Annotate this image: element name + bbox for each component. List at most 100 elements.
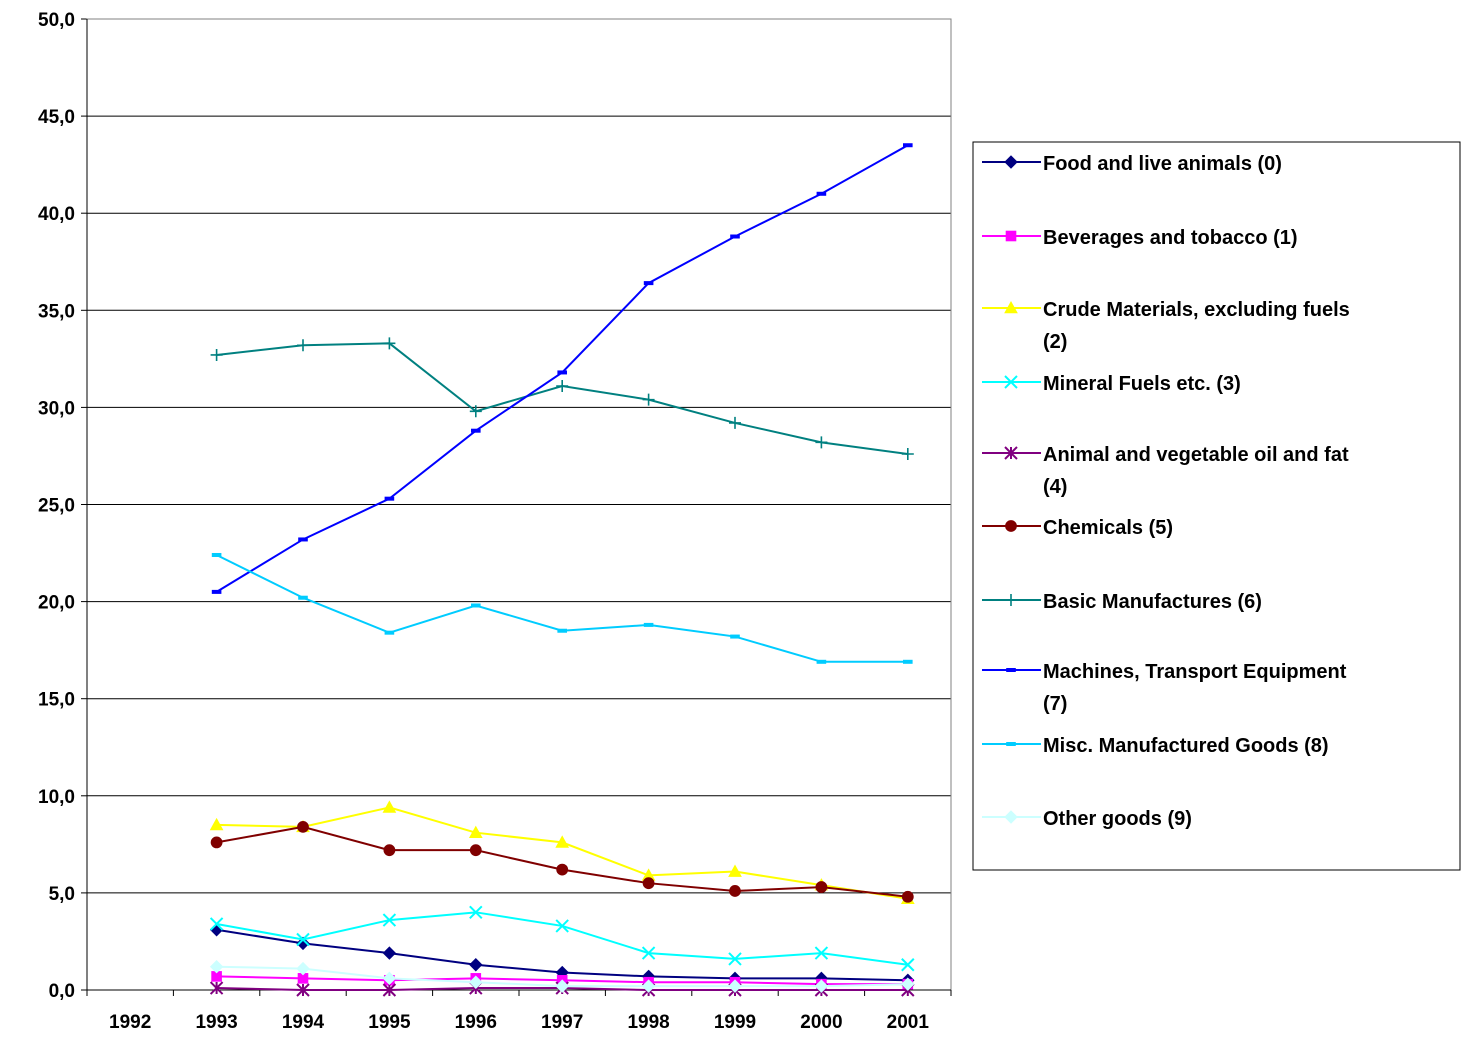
data-point	[298, 595, 308, 600]
legend-swatch-marker	[1006, 742, 1016, 746]
x-tick-label: 2001	[887, 1012, 930, 1033]
data-point	[728, 952, 742, 966]
data-point	[296, 961, 310, 976]
legend-swatch-marker	[1005, 230, 1017, 242]
legend-label: Chemicals (5)	[1043, 517, 1173, 539]
x-tick-label: 1998	[627, 1012, 669, 1033]
legend-label: (2)	[1043, 331, 1067, 353]
data-point	[903, 659, 913, 664]
legend-swatch-marker	[1004, 375, 1018, 389]
legend-label: Beverages and tobacco (1)	[1043, 227, 1298, 249]
series-line-2	[216, 806, 908, 900]
data-point	[730, 634, 740, 639]
series-line-7	[216, 144, 909, 593]
y-tick-label: 50,0	[38, 10, 75, 31]
data-point	[383, 844, 396, 857]
data-point	[901, 977, 915, 991]
data-point	[209, 981, 224, 995]
data-point	[814, 979, 829, 993]
x-tick-label: 2000	[800, 1012, 842, 1033]
data-point	[383, 337, 396, 350]
data-point	[557, 628, 567, 633]
y-tick-label: 25,0	[38, 496, 75, 517]
series-line-8	[216, 554, 908, 663]
data-point	[643, 281, 654, 286]
data-point	[643, 622, 654, 627]
data-point	[382, 800, 397, 813]
y-tick-label: 30,0	[38, 398, 75, 419]
data-point	[555, 919, 569, 933]
data-point	[557, 370, 567, 375]
data-point	[469, 844, 482, 857]
data-point	[382, 913, 397, 927]
data-point	[382, 983, 397, 997]
data-point	[729, 885, 741, 897]
data-point	[556, 863, 569, 876]
data-point	[730, 234, 740, 239]
data-point	[209, 959, 224, 974]
data-point	[296, 936, 310, 951]
data-point	[297, 820, 309, 833]
y-tick-label: 40,0	[38, 204, 75, 225]
data-point	[469, 958, 483, 972]
legend-swatch-marker	[1005, 520, 1017, 532]
data-point	[209, 917, 224, 931]
data-point	[816, 659, 827, 664]
data-point	[211, 552, 222, 557]
data-point	[471, 428, 481, 433]
legend-label: Basic Manufactures (6)	[1043, 591, 1262, 613]
legend-label: Mineral Fuels etc. (3)	[1043, 373, 1241, 395]
legend-label: Food and live animals (0)	[1043, 153, 1282, 175]
y-tick-label: 0,0	[49, 981, 75, 1002]
data-point	[728, 979, 742, 993]
series-line-3	[216, 911, 908, 966]
data-point	[468, 825, 483, 838]
data-point	[729, 416, 741, 429]
legend-swatch-marker	[1004, 810, 1018, 824]
data-point	[816, 191, 827, 196]
legend-swatch-marker	[1004, 300, 1018, 314]
data-point	[469, 905, 483, 920]
data-point	[815, 881, 828, 893]
x-tick-label: 1995	[368, 1012, 411, 1033]
legend-swatch-marker	[1004, 155, 1018, 169]
data-point	[469, 975, 483, 989]
legend-label: (7)	[1043, 693, 1067, 715]
x-tick-label: 1999	[714, 1012, 756, 1033]
legend-swatch-marker	[1005, 594, 1017, 606]
legend-swatch-marker	[1004, 446, 1018, 460]
data-point	[382, 971, 397, 986]
data-point	[210, 836, 223, 849]
legend-label: (4)	[1043, 476, 1067, 498]
y-tick-label: 45,0	[38, 107, 75, 128]
data-point	[296, 983, 310, 997]
data-point	[901, 958, 915, 972]
legend-label: Crude Materials, excluding fuels	[1043, 299, 1350, 321]
legend-label: Animal and vegetable oil and fat	[1043, 444, 1349, 466]
data-point	[211, 589, 222, 594]
data-point	[814, 946, 829, 960]
data-point	[384, 630, 395, 635]
data-point	[728, 864, 742, 877]
y-tick-label: 5,0	[49, 884, 75, 905]
legend-label: Misc. Manufactured Goods (8)	[1043, 735, 1329, 757]
data-point	[384, 496, 395, 501]
data-point	[469, 405, 482, 418]
legend-swatch-marker	[1006, 668, 1016, 672]
data-point	[556, 380, 569, 393]
legend-label: Other goods (9)	[1043, 808, 1192, 830]
y-tick-label: 20,0	[38, 593, 75, 614]
x-tick-label: 1994	[282, 1012, 325, 1033]
data-point	[471, 603, 481, 608]
data-point	[297, 339, 309, 352]
data-point	[641, 946, 656, 960]
x-tick-label: 1997	[541, 1012, 583, 1033]
data-point	[298, 537, 308, 542]
data-point	[555, 979, 569, 993]
data-point	[382, 946, 397, 960]
y-tick-label: 35,0	[38, 301, 75, 322]
y-tick-label: 15,0	[38, 690, 75, 711]
data-point	[901, 890, 914, 903]
